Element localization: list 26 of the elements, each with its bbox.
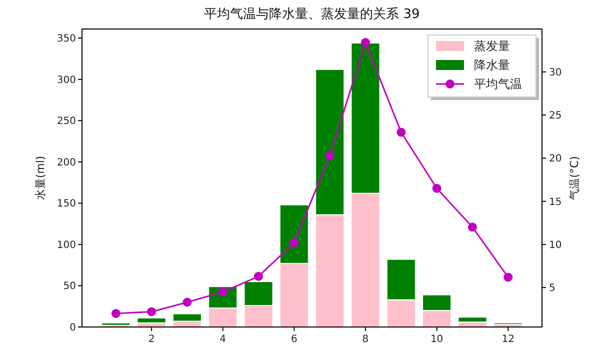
legend-label: 蒸发量: [474, 39, 510, 53]
y-tick-label: 50: [63, 281, 76, 292]
x-tick-label: 12: [502, 334, 514, 345]
x-tick-label: 8: [362, 334, 369, 345]
y2-tick-label: 10: [549, 240, 562, 251]
y-tick-label: 300: [56, 74, 76, 86]
x-tick-label: 6: [290, 334, 298, 345]
y2-tick-label: 20: [549, 154, 562, 165]
y-tick-label: 350: [56, 34, 76, 45]
y2-axis-title: 气温(°C): [568, 156, 581, 200]
x-tick-label: 4: [220, 334, 226, 345]
y-tick-label: 200: [56, 157, 76, 168]
y-tick-label: 0: [70, 322, 76, 334]
y-tick-label: 150: [56, 198, 76, 210]
y-tick-label: 250: [56, 116, 76, 128]
chart-title: 平均气温与降水量、蒸发量的关系 39: [204, 7, 420, 22]
legend-label: 降水量: [474, 58, 510, 72]
y2-tick-label: 25: [549, 110, 562, 122]
y-axis-title: 水量(ml): [34, 156, 47, 200]
legend-label: 平均气温: [474, 77, 522, 91]
y-tick-label: 100: [56, 240, 76, 251]
y2-tick-label: 30: [549, 67, 562, 78]
x-tick-label: 10: [430, 334, 444, 345]
y2-tick-label: 5: [549, 283, 556, 294]
y2-tick-label: 15: [549, 196, 562, 208]
x-tick-label: 2: [148, 334, 155, 345]
